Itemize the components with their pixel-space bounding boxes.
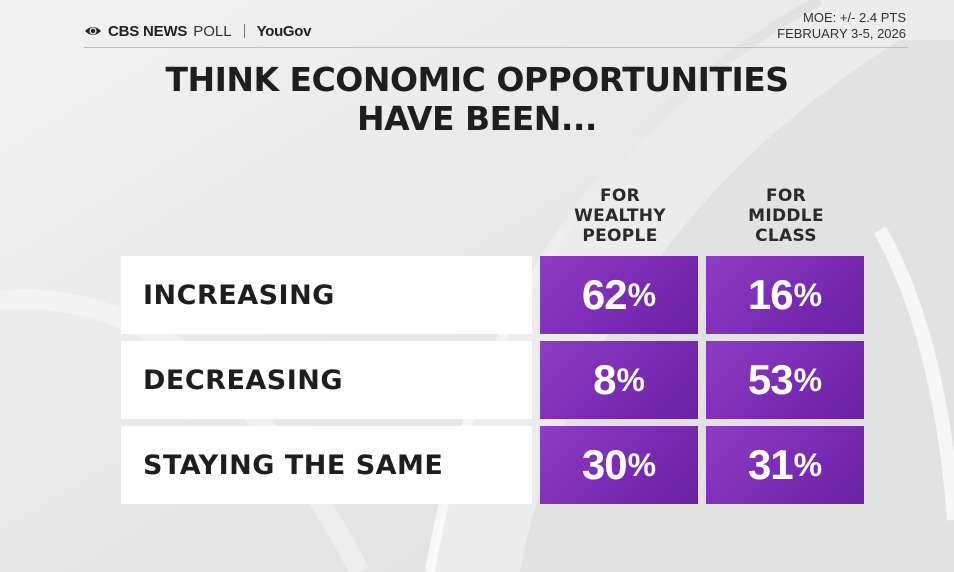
- cbs-eye-icon: [85, 27, 101, 35]
- poll-dates: FEBRUARY 3-5, 2026: [777, 26, 906, 41]
- value-cell: 62%: [540, 256, 698, 334]
- row-label-staying-the-same: STAYING THE SAME: [121, 426, 532, 504]
- column-header-wealthy: FOR WEALTHY PEOPLE: [540, 186, 700, 246]
- header-divider: [84, 47, 908, 48]
- value-unit: %: [793, 446, 823, 483]
- brand-partner: YouGov: [256, 22, 312, 40]
- poll-meta: MOE: +/- 2.4 PTS FEBRUARY 3-5, 2026: [777, 10, 906, 42]
- column-header-line: PEOPLE: [582, 226, 658, 246]
- value-number: 31: [747, 441, 794, 488]
- brand-logo: CBS NEWS POLL YouGov: [84, 20, 312, 42]
- value-number: 8: [593, 356, 616, 403]
- value-unit: %: [627, 276, 657, 313]
- column-header-line: WEALTHY: [574, 206, 666, 226]
- value-number: 16: [747, 271, 794, 318]
- value-unit: %: [793, 276, 823, 313]
- value-number: 30: [581, 441, 628, 488]
- brand-poll: POLL: [193, 22, 232, 40]
- value-unit: %: [627, 446, 657, 483]
- column-header-line: CLASS: [755, 226, 817, 246]
- title-line: THINK ECONOMIC OPPORTUNITIES: [165, 60, 789, 99]
- brand-cbs-news: CBS NEWS: [108, 22, 188, 40]
- value-cell: 53%: [706, 341, 864, 419]
- value-cell: 8%: [540, 341, 698, 419]
- column-header-middle-class: FOR MIDDLE CLASS: [706, 186, 866, 246]
- value-number: 62: [581, 271, 628, 318]
- column-header-line: FOR: [765, 186, 807, 206]
- value-number: 53: [747, 356, 794, 403]
- row-label-decreasing: DECREASING: [121, 341, 532, 419]
- brand-separator: [243, 24, 245, 38]
- margin-of-error: MOE: +/- 2.4 PTS: [803, 10, 906, 25]
- column-header-line: MIDDLE: [748, 206, 824, 226]
- value-cell: 31%: [706, 426, 864, 504]
- value-unit: %: [616, 361, 645, 398]
- value-cell: 30%: [540, 426, 698, 504]
- value-cell: 16%: [706, 256, 864, 334]
- title-line: HAVE BEEN...: [357, 99, 597, 138]
- row-label-increasing: INCREASING: [121, 256, 532, 334]
- column-header-line: FOR: [599, 186, 641, 206]
- chart-title: THINK ECONOMIC OPPORTUNITIES HAVE BEEN..…: [0, 60, 954, 138]
- value-unit: %: [793, 361, 823, 398]
